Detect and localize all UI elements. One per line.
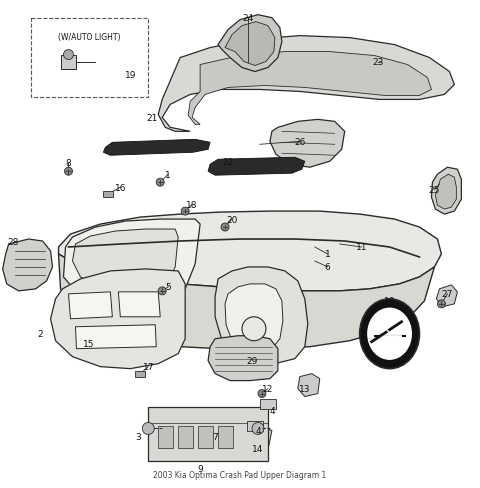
Circle shape <box>437 300 445 308</box>
Circle shape <box>252 423 264 434</box>
Bar <box>60 56 76 69</box>
Polygon shape <box>225 22 275 66</box>
Bar <box>103 192 113 198</box>
Circle shape <box>221 224 229 232</box>
Polygon shape <box>119 292 160 317</box>
Bar <box>158 427 173 448</box>
Polygon shape <box>436 285 457 307</box>
Polygon shape <box>215 267 308 364</box>
Ellipse shape <box>360 299 420 369</box>
Text: 15: 15 <box>83 340 94 348</box>
Circle shape <box>64 168 72 176</box>
Polygon shape <box>59 212 442 291</box>
Circle shape <box>181 208 189 216</box>
Text: 2003 Kia Optima Crash Pad Upper Diagram 1: 2003 Kia Optima Crash Pad Upper Diagram … <box>154 470 326 479</box>
Circle shape <box>242 317 266 341</box>
Polygon shape <box>63 220 200 307</box>
Text: 22: 22 <box>222 158 234 166</box>
Polygon shape <box>435 175 456 210</box>
Polygon shape <box>158 37 455 132</box>
Polygon shape <box>103 140 210 156</box>
Polygon shape <box>50 269 185 369</box>
Text: 13: 13 <box>299 384 311 393</box>
Text: 5: 5 <box>165 283 171 292</box>
Text: 4: 4 <box>269 406 275 415</box>
Text: 4: 4 <box>255 426 261 435</box>
Text: 24: 24 <box>242 14 253 23</box>
Text: 12: 12 <box>262 384 274 393</box>
Circle shape <box>156 179 164 187</box>
Bar <box>247 422 263 431</box>
Text: 17: 17 <box>143 363 154 371</box>
Circle shape <box>258 390 266 398</box>
Text: 9: 9 <box>197 464 203 473</box>
Bar <box>178 427 193 448</box>
Bar <box>198 427 213 448</box>
Polygon shape <box>225 285 283 353</box>
Text: 16: 16 <box>115 183 126 192</box>
Bar <box>135 371 145 377</box>
Text: 29: 29 <box>246 356 258 366</box>
Circle shape <box>63 50 73 61</box>
Text: 23: 23 <box>372 58 384 67</box>
Circle shape <box>158 287 166 295</box>
Text: 1: 1 <box>165 170 171 179</box>
Text: 25: 25 <box>429 185 440 194</box>
Text: 10: 10 <box>384 297 396 305</box>
Text: 20: 20 <box>227 215 238 224</box>
Text: 6: 6 <box>325 263 331 272</box>
Polygon shape <box>59 254 434 349</box>
Polygon shape <box>208 336 278 381</box>
Text: 28: 28 <box>7 237 18 246</box>
Polygon shape <box>3 240 52 291</box>
Text: 26: 26 <box>294 138 305 146</box>
Text: 19: 19 <box>125 71 136 80</box>
Polygon shape <box>188 52 432 125</box>
Text: 21: 21 <box>146 114 158 122</box>
Bar <box>218 427 233 448</box>
Bar <box>260 399 276 408</box>
Polygon shape <box>270 120 345 168</box>
Polygon shape <box>240 427 272 453</box>
Polygon shape <box>432 168 461 215</box>
Polygon shape <box>69 292 112 319</box>
Text: 14: 14 <box>252 444 264 453</box>
Text: 1: 1 <box>325 250 331 259</box>
Polygon shape <box>218 16 282 72</box>
Circle shape <box>142 423 154 434</box>
Text: ✕: ✕ <box>379 322 390 336</box>
Text: 3: 3 <box>135 432 141 441</box>
Text: 27: 27 <box>442 290 453 299</box>
Polygon shape <box>75 325 156 349</box>
Ellipse shape <box>367 308 412 360</box>
Bar <box>148 407 268 462</box>
Text: 7: 7 <box>212 432 218 441</box>
Polygon shape <box>208 158 305 176</box>
Polygon shape <box>72 229 178 292</box>
Polygon shape <box>298 374 320 397</box>
Text: 18: 18 <box>186 200 198 209</box>
Text: 2: 2 <box>38 329 43 339</box>
Text: 11: 11 <box>356 243 367 252</box>
Text: 8: 8 <box>66 159 72 167</box>
Text: (W/AUTO LIGHT): (W/AUTO LIGHT) <box>58 33 120 41</box>
